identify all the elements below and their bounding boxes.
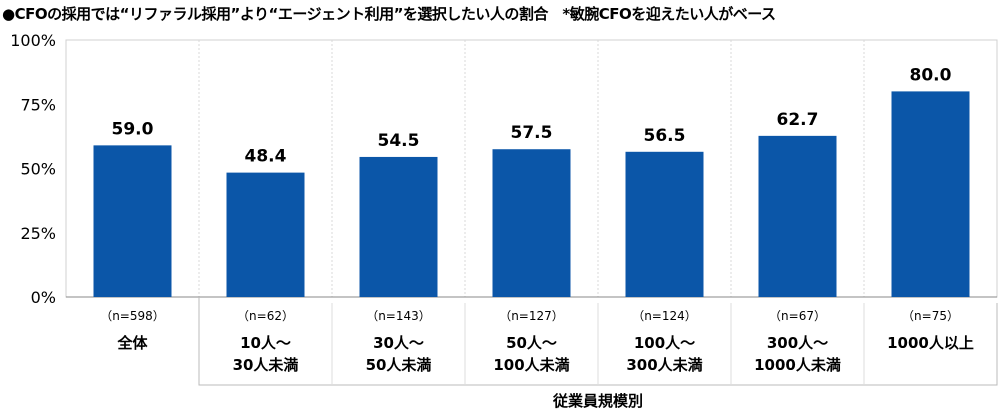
bar bbox=[359, 156, 438, 297]
data-label: 56.5 bbox=[644, 126, 686, 146]
data-label: 80.0 bbox=[910, 65, 952, 85]
bar bbox=[758, 135, 837, 297]
category-label: 300人～ bbox=[767, 334, 828, 352]
sample-size-label: （n=598） bbox=[100, 309, 165, 323]
category-label: 1000人以上 bbox=[887, 334, 974, 352]
bar bbox=[93, 145, 172, 297]
category-label: 100人未満 bbox=[493, 356, 569, 374]
category-label: 1000人未満 bbox=[754, 356, 841, 374]
category-label: 100人～ bbox=[634, 334, 695, 352]
category-label: 50人～ bbox=[506, 334, 557, 352]
data-label: 54.5 bbox=[378, 131, 420, 151]
category-label: 300人未満 bbox=[626, 356, 702, 374]
y-tick-label: 50% bbox=[20, 160, 56, 179]
data-label: 59.0 bbox=[112, 119, 154, 139]
category-label: 10人～ bbox=[240, 334, 291, 352]
group-label: 従業員規模別 bbox=[552, 392, 643, 410]
category-label: 30人未満 bbox=[233, 356, 299, 374]
chart-title: ●CFOの採用では“リファラル採用”より“エージェント利用”を選択したい人の割合… bbox=[2, 5, 776, 23]
bar bbox=[492, 149, 571, 297]
sample-size-label: （n=127） bbox=[499, 309, 564, 323]
data-label: 62.7 bbox=[777, 110, 819, 130]
category-label: 50人未満 bbox=[366, 356, 432, 374]
sample-size-label: （n=67） bbox=[769, 309, 826, 323]
data-label: 57.5 bbox=[511, 123, 553, 143]
data-label: 48.4 bbox=[245, 147, 287, 167]
sample-size-label: （n=124） bbox=[632, 309, 697, 323]
y-tick-label: 100% bbox=[10, 31, 56, 50]
bar bbox=[625, 151, 704, 297]
y-tick-label: 25% bbox=[20, 224, 56, 243]
bar bbox=[891, 91, 970, 298]
category-label: 30人～ bbox=[373, 334, 424, 352]
sample-size-label: （n=143） bbox=[366, 309, 431, 323]
category-label: 全体 bbox=[116, 334, 148, 352]
y-tick-label: 0% bbox=[31, 288, 56, 307]
sample-size-label: （n=62） bbox=[237, 309, 294, 323]
y-tick-label: 75% bbox=[20, 95, 56, 114]
sample-size-label: （n=75） bbox=[902, 309, 959, 323]
bar bbox=[226, 172, 305, 297]
